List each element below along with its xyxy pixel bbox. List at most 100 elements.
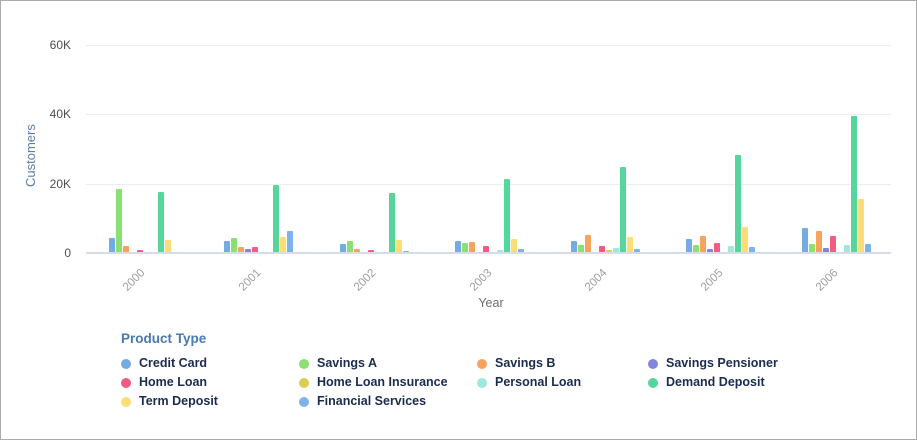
- bar-savings-b-2003[interactable]: [469, 242, 475, 252]
- legend-swatch-icon: [648, 377, 658, 388]
- bar-financial-services-2004[interactable]: [634, 249, 640, 252]
- legend-swatch-icon: [121, 358, 131, 369]
- bar-savings-b-2000[interactable]: [123, 246, 129, 252]
- y-axis-tick-label: 40K: [49, 107, 71, 121]
- bar-group-2001: [224, 185, 294, 252]
- bar-home-loan-insurance-2004[interactable]: [606, 250, 612, 252]
- bar-term-deposit-2002[interactable]: [396, 240, 402, 252]
- bar-financial-services-2006[interactable]: [865, 244, 871, 252]
- bar-term-deposit-2000[interactable]: [165, 240, 171, 252]
- legend-swatch-icon: [121, 396, 131, 407]
- bar-savings-a-2005[interactable]: [693, 245, 699, 252]
- legend-item-label: Demand Deposit: [666, 375, 765, 389]
- y-axis-tick-label: 0: [64, 246, 71, 260]
- bar-home-loan-2004[interactable]: [599, 246, 605, 252]
- legend-item-label: Savings B: [495, 356, 556, 370]
- legend-item-term-deposit[interactable]: Term Deposit: [121, 395, 299, 408]
- bar-term-deposit-2003[interactable]: [511, 239, 517, 252]
- legend-swatch-icon: [299, 358, 309, 369]
- bar-demand-deposit-2003[interactable]: [504, 179, 510, 252]
- bar-demand-deposit-2005[interactable]: [735, 155, 741, 252]
- bar-home-loan-2002[interactable]: [368, 250, 374, 252]
- y-axis-tick-label: 20K: [49, 177, 71, 191]
- bar-home-loan-2003[interactable]: [483, 246, 489, 252]
- bar-savings-a-2001[interactable]: [231, 238, 237, 252]
- bar-savings-a-2004[interactable]: [578, 245, 584, 252]
- legend-swatch-icon: [648, 358, 658, 369]
- bar-credit-card-2001[interactable]: [224, 241, 230, 252]
- bar-credit-card-2004[interactable]: [571, 241, 577, 252]
- bar-savings-pensioner-2001[interactable]: [245, 249, 251, 252]
- legend-grid: Credit Card Savings A Savings B Savings Pen…: [121, 357, 891, 408]
- legend-item-savings-pensioner[interactable]: Savings Pensioner: [648, 357, 891, 370]
- legend-swatch-icon: [477, 377, 487, 388]
- legend-item-personal-loan[interactable]: Personal Loan: [477, 376, 648, 389]
- bar-group-2006: [802, 116, 872, 252]
- x-axis-tick-label: 2005: [698, 267, 725, 294]
- legend-item-label: Home Loan: [139, 375, 208, 389]
- bar-demand-deposit-2006[interactable]: [851, 116, 857, 252]
- bar-term-deposit-2001[interactable]: [280, 237, 286, 252]
- bar-savings-b-2002[interactable]: [354, 249, 360, 252]
- legend-item-savings-a[interactable]: Savings A: [299, 357, 477, 370]
- legend-swatch-icon: [299, 396, 309, 407]
- legend-item-financial-services[interactable]: Financial Services: [299, 395, 477, 408]
- bar-savings-a-2002[interactable]: [347, 241, 353, 252]
- bar-savings-b-2004[interactable]: [585, 235, 591, 252]
- legend-item-label: Savings A: [317, 356, 377, 370]
- bar-financial-services-2003[interactable]: [518, 249, 524, 252]
- legend-swatch-icon: [299, 377, 309, 388]
- x-axis-title: Year: [478, 296, 504, 310]
- y-gridline: [86, 114, 891, 115]
- bar-term-deposit-2004[interactable]: [627, 237, 633, 252]
- legend-item-label: Credit Card: [139, 356, 208, 370]
- bar-term-deposit-2006[interactable]: [858, 199, 864, 252]
- bar-group-2002: [340, 193, 410, 252]
- y-gridline: [86, 184, 891, 185]
- legend-item-label: Personal Loan: [495, 375, 582, 389]
- bar-personal-loan-2003[interactable]: [497, 250, 503, 252]
- legend-item-credit-card[interactable]: Credit Card: [121, 357, 299, 370]
- bar-demand-deposit-2001[interactable]: [273, 185, 279, 252]
- legend-item-label: Term Deposit: [139, 394, 218, 408]
- legend-title: Product Type: [121, 331, 207, 346]
- bar-demand-deposit-2000[interactable]: [158, 192, 164, 252]
- x-axis-tick-label: 2001: [236, 267, 263, 294]
- bar-financial-services-2001[interactable]: [287, 231, 293, 252]
- bar-term-deposit-2005[interactable]: [742, 227, 748, 252]
- legend-item-home-loan[interactable]: Home Loan: [121, 376, 299, 389]
- bar-home-loan-2000[interactable]: [137, 250, 143, 252]
- legend-item-savings-b[interactable]: Savings B: [477, 357, 648, 370]
- bar-credit-card-2000[interactable]: [109, 238, 115, 252]
- bar-savings-pensioner-2005[interactable]: [707, 249, 713, 252]
- bar-savings-a-2003[interactable]: [462, 243, 468, 252]
- bar-home-loan-2005[interactable]: [714, 243, 720, 252]
- bar-savings-a-2000[interactable]: [116, 189, 122, 252]
- bar-credit-card-2003[interactable]: [455, 241, 461, 252]
- bar-financial-services-2005[interactable]: [749, 247, 755, 252]
- bar-savings-a-2006[interactable]: [809, 244, 815, 252]
- bar-credit-card-2006[interactable]: [802, 228, 808, 252]
- bar-savings-b-2005[interactable]: [700, 236, 706, 252]
- bar-credit-card-2002[interactable]: [340, 244, 346, 252]
- bar-home-loan-2006[interactable]: [830, 236, 836, 252]
- bar-credit-card-2005[interactable]: [686, 239, 692, 252]
- bar-personal-loan-2006[interactable]: [844, 245, 850, 252]
- bar-savings-pensioner-2006[interactable]: [823, 248, 829, 252]
- bar-demand-deposit-2004[interactable]: [620, 167, 626, 252]
- bar-demand-deposit-2002[interactable]: [389, 193, 395, 252]
- bar-group-2004: [571, 167, 641, 252]
- bar-home-loan-2001[interactable]: [252, 247, 258, 252]
- x-axis-tick-label: 2004: [582, 267, 610, 294]
- bar-savings-b-2006[interactable]: [816, 231, 822, 252]
- legend-item-demand-deposit[interactable]: Demand Deposit: [648, 376, 891, 389]
- legend-item-home-loan-insurance[interactable]: Home Loan Insurance: [299, 376, 477, 389]
- bar-financial-services-2002[interactable]: [403, 251, 409, 252]
- legend-item-label: Savings Pensioner: [666, 356, 778, 370]
- x-axis-tick-label: 2006: [813, 267, 841, 294]
- legend: Product Type Credit Card Savings A Savings…: [121, 331, 891, 408]
- bar-personal-loan-2004[interactable]: [613, 248, 619, 252]
- bar-savings-b-2001[interactable]: [238, 247, 244, 252]
- bar-personal-loan-2005[interactable]: [728, 246, 734, 252]
